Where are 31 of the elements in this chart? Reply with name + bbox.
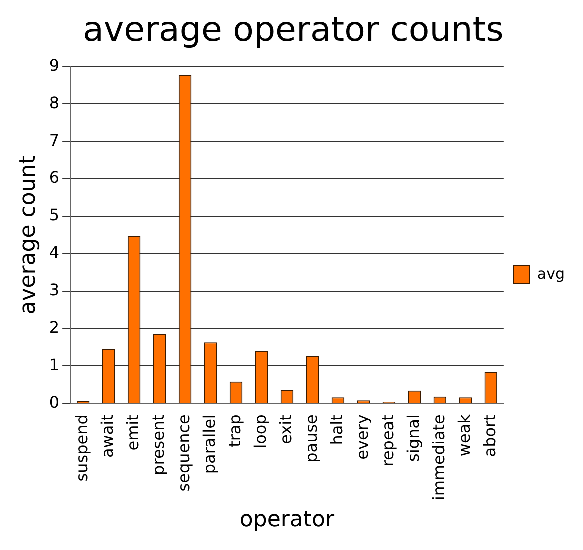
y-tick-label: 4 xyxy=(49,243,60,262)
x-tick-label: suspend xyxy=(72,414,92,482)
y-tick-label: 0 xyxy=(49,392,60,412)
x-tick-label: loop xyxy=(250,414,270,449)
x-tick-label: every xyxy=(352,414,372,460)
chart-title: average operator counts xyxy=(83,10,504,50)
x-tick-label: weak xyxy=(454,414,474,457)
x-tick-label: pause xyxy=(302,414,321,463)
y-tick-label: 1 xyxy=(49,355,60,374)
x-tick-label: trap xyxy=(225,414,244,448)
y-tick-label: 3 xyxy=(49,280,60,300)
x-tick-label: halt xyxy=(327,414,346,446)
x-tick-label: abort xyxy=(480,414,500,458)
y-tick-label: 5 xyxy=(49,206,60,225)
legend-label: avg xyxy=(537,264,566,283)
x-tick-label: repeat xyxy=(378,414,398,467)
y-tick-label: 7 xyxy=(49,130,60,150)
y-tick-label: 8 xyxy=(49,93,60,112)
x-tick-label: immediate xyxy=(429,414,448,501)
x-tick-label: present xyxy=(148,414,168,476)
y-tick-label: 9 xyxy=(49,56,60,75)
y-tick-label: 6 xyxy=(49,168,60,188)
x-tick-label: signal xyxy=(404,414,423,462)
y-tick-label: 2 xyxy=(49,318,60,337)
x-tick-label: parallel xyxy=(200,414,219,474)
x-tick-label: exit xyxy=(276,414,296,444)
y-axis-title: average count xyxy=(16,155,41,315)
x-tick-label: emit xyxy=(123,414,142,451)
x-axis-title: operator xyxy=(240,508,336,533)
x-tick-label: sequence xyxy=(174,414,194,492)
x-tick-label: await xyxy=(98,414,117,458)
